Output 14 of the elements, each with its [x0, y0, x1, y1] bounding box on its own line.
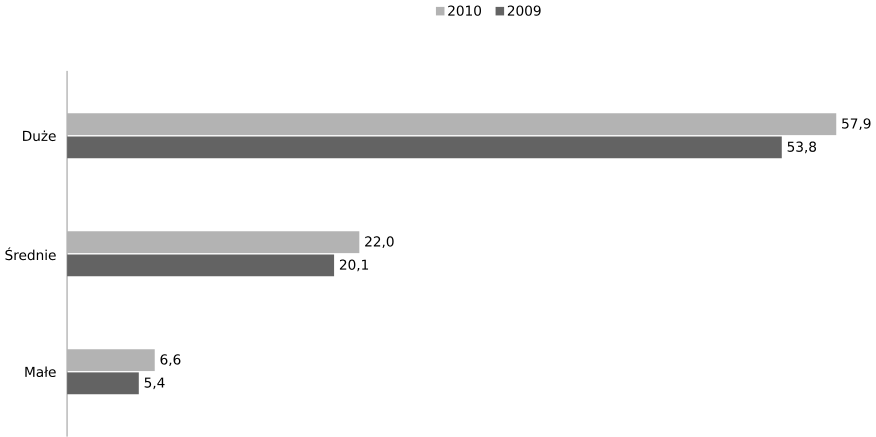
data-label: 22,0 [365, 236, 394, 248]
data-label: 53,8 [788, 141, 816, 154]
data-label: 6,6 [160, 354, 180, 366]
legend-label: 2010 [448, 5, 482, 16]
bar [67, 254, 334, 276]
y-tick-label: Duże [23, 130, 56, 141]
y-tick-label: Małe [25, 366, 56, 377]
data-label: 5,4 [144, 377, 165, 389]
data-label: 57,9 [842, 118, 870, 130]
legend-label: 2009 [508, 5, 541, 16]
y-tick-label: Średnie [5, 247, 56, 260]
bar [67, 136, 782, 158]
bar [67, 372, 139, 394]
data-label: 20,1 [340, 259, 368, 272]
